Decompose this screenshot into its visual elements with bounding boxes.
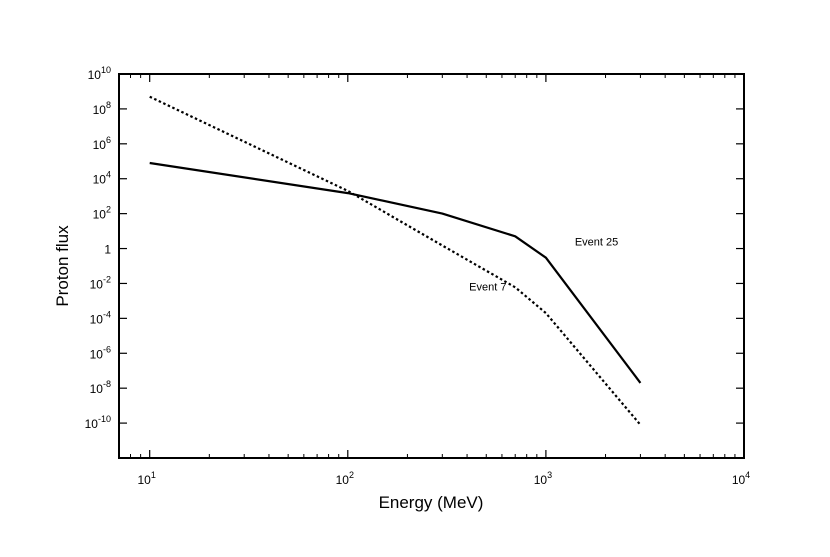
y-tick-label: 10-8 (90, 379, 111, 396)
y-tick-label-exponent: -2 (103, 274, 111, 284)
y-tick-label-exponent: 2 (106, 205, 111, 215)
series-line-2 (149, 95, 642, 426)
plot-frame (118, 73, 745, 459)
x-tick-label-base: 10 (534, 473, 548, 487)
y-tick-label: 10-4 (90, 309, 111, 326)
annotation-layer: Event 25 Event 7 (469, 236, 618, 293)
y-tick-label: 108 (93, 100, 111, 117)
y-tick-label-base: 10 (93, 103, 107, 117)
y-tick-label-base: 10 (93, 208, 107, 222)
x-tick-label: 101 (137, 470, 155, 487)
x-tick-label: 102 (336, 470, 354, 487)
x-tick-label-exponent: 2 (349, 470, 354, 480)
y-tick-label-exponent: 8 (106, 100, 111, 110)
y-tick-label-base: 10 (90, 277, 104, 291)
x-axis-title: Energy (MeV) (379, 493, 484, 512)
series-annotation: Event 25 (575, 236, 618, 248)
y-tick-label-base: 10 (90, 312, 104, 326)
y-tick-label-exponent: 4 (106, 170, 111, 180)
y-tick-label: 1 (104, 243, 111, 257)
series-annotation: Event 7 (469, 281, 506, 293)
y-tick-label: 10-2 (90, 274, 111, 291)
y-tick-label-base: 10 (90, 347, 104, 361)
axis-ticks (118, 73, 745, 458)
x-tick-label-exponent: 1 (151, 470, 156, 480)
x-tick-label-base: 10 (336, 473, 350, 487)
y-tick-label-base: 10 (93, 173, 107, 187)
series-layer (149, 95, 642, 426)
x-tick-label: 104 (732, 470, 750, 487)
y-tick-label-base: 10 (85, 417, 99, 431)
x-tick-label-base: 10 (732, 473, 746, 487)
y-tick-label-exponent: -8 (103, 379, 111, 389)
y-tick-label-base: 10 (88, 68, 102, 82)
y-tick-label-exponent: 10 (101, 65, 111, 75)
y-tick-label: 10-10 (85, 414, 111, 431)
y-tick-label: 1010 (88, 65, 111, 82)
y-tick-label: 102 (93, 205, 111, 222)
y-axis-title: Proton flux (53, 225, 72, 307)
y-tick-label-exponent: 6 (106, 135, 111, 145)
x-tick-label: 103 (534, 470, 552, 487)
y-tick-label: 10-6 (90, 344, 111, 361)
x-tick-label-base: 10 (137, 473, 151, 487)
y-tick-label-base: 10 (90, 382, 104, 396)
axis-tick-labels: 101 102 103 1041010108106104102110-210-410-… (85, 65, 751, 487)
y-tick-label-exponent: -6 (103, 344, 111, 354)
y-tick-label-exponent: -4 (103, 309, 111, 319)
y-tick-label: 104 (93, 170, 111, 187)
series-line-1 (149, 161, 642, 384)
x-tick-label-exponent: 4 (745, 470, 750, 480)
x-tick-label-exponent: 3 (547, 470, 552, 480)
y-tick-label-base: 1 (104, 243, 111, 257)
y-tick-label-base: 10 (93, 138, 107, 152)
y-tick-label-exponent: -10 (98, 414, 111, 424)
y-tick-label: 106 (93, 135, 111, 152)
